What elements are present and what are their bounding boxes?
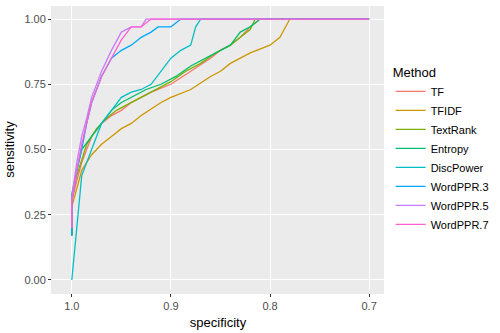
svg-text:TF: TF bbox=[431, 86, 445, 98]
svg-text:TextRank: TextRank bbox=[431, 124, 477, 136]
svg-text:0.7: 0.7 bbox=[361, 300, 376, 312]
svg-text:Entropy: Entropy bbox=[431, 143, 469, 155]
svg-text:TFIDF: TFIDF bbox=[431, 105, 462, 117]
svg-text:specificity: specificity bbox=[190, 315, 247, 330]
svg-text:0.75: 0.75 bbox=[24, 78, 45, 90]
svg-text:WordPPR.5: WordPPR.5 bbox=[431, 200, 489, 212]
svg-text:0.00: 0.00 bbox=[24, 274, 45, 286]
svg-text:0.25: 0.25 bbox=[24, 209, 45, 221]
svg-text:WordPPR.3: WordPPR.3 bbox=[431, 181, 489, 193]
svg-text:sensitivity: sensitivity bbox=[2, 121, 17, 178]
svg-text:0.50: 0.50 bbox=[24, 143, 45, 155]
svg-text:1.0: 1.0 bbox=[64, 300, 79, 312]
svg-text:1.00: 1.00 bbox=[24, 13, 45, 25]
svg-text:WordPPR.7: WordPPR.7 bbox=[431, 219, 489, 231]
svg-text:DiscPower: DiscPower bbox=[431, 162, 484, 174]
svg-text:0.9: 0.9 bbox=[163, 300, 178, 312]
svg-text:0.8: 0.8 bbox=[262, 300, 277, 312]
svg-text:Method: Method bbox=[393, 65, 436, 80]
